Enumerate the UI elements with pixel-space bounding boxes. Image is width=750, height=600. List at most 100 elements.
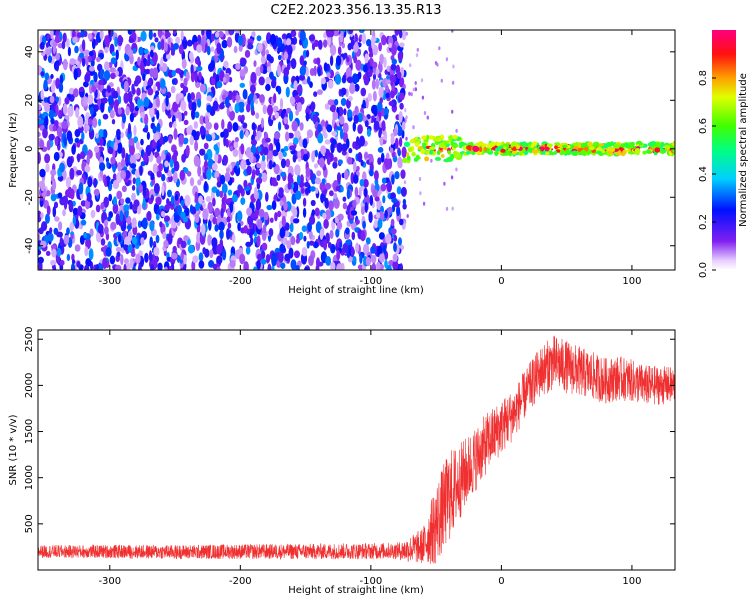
heatmap-cell	[329, 229, 334, 239]
heatmap-y-axis-label: Frequency (Hz)	[8, 112, 19, 188]
heatmap-cell	[389, 75, 394, 87]
heatmap-cell	[59, 237, 64, 247]
heatmap-cell	[554, 142, 560, 146]
heatmap-cell	[221, 183, 228, 194]
snr-x-tick-label: -200	[229, 576, 252, 587]
heatmap-cell	[143, 96, 150, 108]
heatmap-cell	[381, 120, 386, 132]
heatmap-cell	[310, 199, 316, 207]
heatmap-cell	[302, 138, 308, 149]
heatmap-cell	[85, 56, 89, 67]
heatmap-cell	[95, 263, 100, 270]
heatmap-cell	[38, 249, 42, 256]
heatmap-cell	[194, 140, 199, 152]
heatmap-cell	[317, 39, 323, 50]
heatmap-cell	[40, 240, 47, 248]
heatmap-cell	[76, 170, 83, 176]
heatmap-cell	[553, 150, 558, 155]
heatmap-cell	[166, 53, 171, 60]
heatmap-cell	[342, 122, 349, 134]
heatmap-cell	[214, 224, 219, 232]
heatmap-cell	[52, 264, 57, 270]
heatmap-cell	[125, 106, 130, 116]
heatmap-cell	[273, 93, 277, 104]
heatmap-cell	[123, 80, 129, 93]
heatmap-cell	[315, 187, 319, 194]
heatmap-cell	[451, 109, 454, 114]
heatmap-cell	[347, 109, 353, 118]
heatmap-cell	[333, 198, 340, 209]
heatmap-cell	[388, 206, 393, 214]
heatmap-cell	[292, 154, 297, 163]
heatmap-cell	[335, 228, 340, 238]
heatmap-cell	[44, 72, 50, 81]
heatmap-cell	[227, 222, 232, 229]
heatmap-cell	[340, 87, 347, 96]
heatmap-cell	[515, 144, 521, 150]
heatmap-cell	[365, 237, 371, 245]
heatmap-cell	[359, 179, 364, 187]
heatmap-cell	[200, 223, 206, 236]
heatmap-cell	[216, 81, 223, 89]
heatmap-cell	[162, 63, 168, 72]
heatmap-cell	[330, 44, 337, 56]
colorbar-ticks: 0.0 0.2 0.4 0.6 0.8	[698, 70, 716, 278]
heatmap-cell	[124, 170, 131, 179]
heatmap-cell	[190, 72, 195, 83]
heatmap-cell	[350, 221, 357, 231]
heatmap-cell	[180, 211, 186, 219]
heatmap-cell	[352, 199, 357, 208]
heatmap-cell	[580, 142, 587, 147]
heatmap-cell	[290, 236, 296, 246]
heatmap-cell	[255, 112, 260, 119]
heatmap-cell	[171, 70, 176, 77]
heatmap-cell	[103, 219, 108, 228]
heatmap-cell	[180, 30, 184, 41]
heatmap-cell	[128, 37, 134, 44]
heatmap-cell	[249, 231, 253, 239]
heatmap-cell	[321, 195, 327, 202]
heatmap-cell	[250, 110, 256, 116]
heatmap-cell	[339, 115, 345, 125]
colorbar-tick-label: 0.6	[698, 118, 709, 134]
heatmap-cell	[211, 186, 218, 193]
heatmap-cell	[237, 222, 241, 232]
heatmap-cell	[198, 195, 204, 204]
heatmap-cell	[80, 200, 87, 207]
heatmap-cell	[227, 189, 233, 196]
heatmap-cell	[172, 101, 179, 113]
heatmap-cell	[256, 259, 261, 270]
heatmap-cell	[193, 121, 198, 129]
heatmap-cell	[199, 115, 205, 125]
heatmap-cell	[112, 173, 117, 182]
heatmap-cell	[323, 218, 329, 229]
heatmap-cell	[386, 181, 392, 193]
heatmap-cell	[396, 186, 402, 195]
heatmap-cell	[207, 234, 212, 246]
heatmap-y-tick-label: 20	[24, 94, 35, 107]
heatmap-cell	[438, 46, 441, 51]
heatmap-cell	[539, 146, 545, 150]
page-title: C2E2.2023.356.13.35.R13	[270, 3, 441, 18]
heatmap-cell	[276, 37, 283, 48]
heatmap-cell	[72, 36, 78, 44]
heatmap-cell	[214, 152, 219, 163]
heatmap-cell	[383, 56, 387, 68]
heatmap-cell	[305, 167, 311, 178]
heatmap-cell	[223, 135, 227, 147]
heatmap-cell	[202, 208, 209, 221]
heatmap-cell	[88, 118, 93, 126]
heatmap-cell	[281, 33, 287, 40]
heatmap-cell	[251, 122, 256, 131]
heatmap-cell	[382, 195, 386, 204]
heatmap-cell	[329, 190, 334, 197]
snr-y-ticks: 500 1000 1500 2000 2500	[24, 327, 675, 533]
heatmap-cell	[397, 149, 401, 157]
heatmap-cell	[380, 183, 387, 192]
heatmap-cell	[38, 131, 41, 138]
heatmap-cell	[117, 161, 122, 172]
heatmap-cell	[65, 176, 71, 189]
heatmap-cell	[455, 152, 462, 158]
heatmap-cell	[123, 263, 127, 270]
heatmap-cell	[69, 167, 75, 180]
